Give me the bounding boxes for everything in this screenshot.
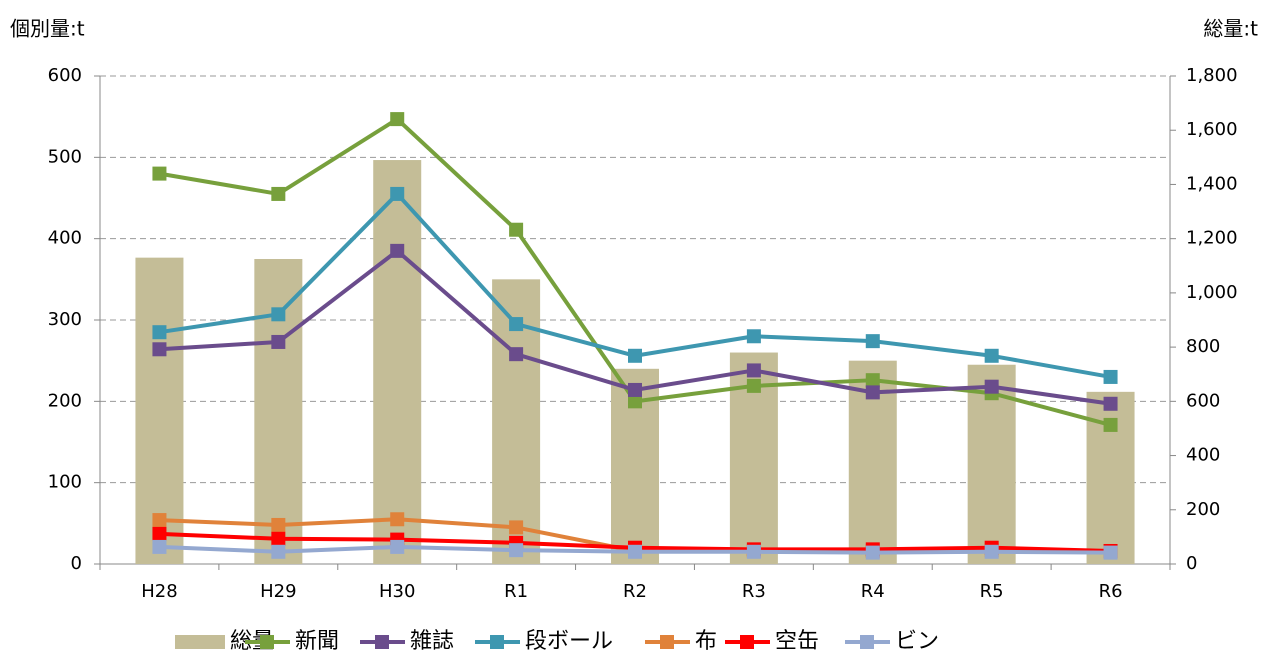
y2-tick-label: 200: [1186, 499, 1220, 520]
y2-tick-label: 1,800: [1186, 65, 1238, 86]
x-tick-label: H28: [141, 581, 177, 602]
x-tick-label: H29: [260, 581, 296, 602]
legend-swatch: [660, 635, 674, 649]
x-tick-label: R2: [623, 581, 647, 602]
marker: [390, 539, 405, 554]
marker: [865, 545, 880, 560]
marker: [152, 325, 167, 340]
y2-tick-label: 0: [1186, 553, 1197, 574]
legend-swatch: [860, 635, 874, 649]
x-tick-label: R6: [1099, 581, 1123, 602]
marker: [390, 512, 405, 527]
marker: [865, 385, 880, 400]
marker: [509, 222, 524, 237]
y2-tick-label: 1,000: [1186, 282, 1238, 303]
x-tick-label: H30: [379, 581, 415, 602]
bar: [1086, 391, 1135, 564]
y-axis-title: 個別量:t: [10, 17, 85, 41]
marker: [1103, 369, 1118, 384]
marker: [152, 539, 167, 554]
legend-label: 雑誌: [410, 629, 454, 654]
x-tick-label: R5: [980, 581, 1004, 602]
marker: [152, 342, 167, 357]
y-tick-label: 500: [48, 146, 82, 167]
marker: [509, 520, 524, 535]
y-tick-label: 100: [48, 472, 82, 493]
marker: [271, 544, 286, 559]
marker: [628, 348, 642, 363]
y-tick-label: 400: [48, 228, 82, 249]
y-tick-label: 300: [48, 309, 82, 330]
legend-label: 布: [695, 629, 717, 654]
x-tick-label: R1: [504, 581, 528, 602]
marker: [152, 166, 167, 181]
bar: [135, 257, 184, 564]
marker: [746, 378, 761, 393]
marker: [628, 544, 642, 559]
marker: [509, 543, 524, 558]
y-tick-label: 600: [48, 65, 82, 86]
marker: [271, 307, 286, 322]
legend-label: ビン: [895, 629, 939, 654]
legend-swatch: [490, 635, 504, 649]
marker: [1103, 545, 1118, 560]
marker: [746, 329, 761, 344]
marker: [509, 317, 524, 332]
y-tick-label: 200: [48, 390, 82, 411]
marker: [1103, 417, 1118, 432]
marker: [271, 334, 286, 349]
legend-label: 新聞: [295, 629, 339, 654]
bar: [373, 160, 422, 565]
legend-swatch: [260, 635, 274, 649]
marker: [746, 363, 761, 378]
marker: [984, 544, 999, 559]
y2-tick-label: 800: [1186, 336, 1220, 357]
marker: [628, 394, 642, 409]
marker: [271, 531, 286, 546]
marker: [390, 112, 405, 127]
marker: [390, 243, 405, 258]
legend-label: 空缶: [775, 629, 819, 654]
marker: [509, 347, 524, 362]
marker: [865, 373, 880, 388]
y2-tick-label: 600: [1186, 390, 1220, 411]
y2-tick-label: 1,400: [1186, 173, 1238, 194]
y2-tick-label: 1,200: [1186, 228, 1238, 249]
marker: [271, 517, 286, 532]
marker: [390, 186, 405, 201]
marker: [865, 334, 880, 349]
marker: [152, 526, 167, 541]
y2-tick-label: 400: [1186, 445, 1220, 466]
marker: [984, 379, 999, 394]
y2-axis-title: 総量:t: [1203, 17, 1258, 41]
legend-swatch: [740, 635, 754, 649]
marker: [628, 382, 642, 397]
y-tick-label: 0: [71, 553, 82, 574]
marker: [984, 348, 999, 363]
y2-tick-label: 1,600: [1186, 119, 1238, 140]
marker: [152, 513, 167, 528]
x-tick-label: R3: [742, 581, 766, 602]
legend-label: 段ボール: [525, 629, 613, 654]
x-tick-label: R4: [861, 581, 885, 602]
legend-swatch: [175, 635, 225, 649]
marker: [746, 544, 761, 559]
marker: [271, 186, 286, 201]
legend-swatch: [375, 635, 389, 649]
marker: [1103, 396, 1118, 411]
